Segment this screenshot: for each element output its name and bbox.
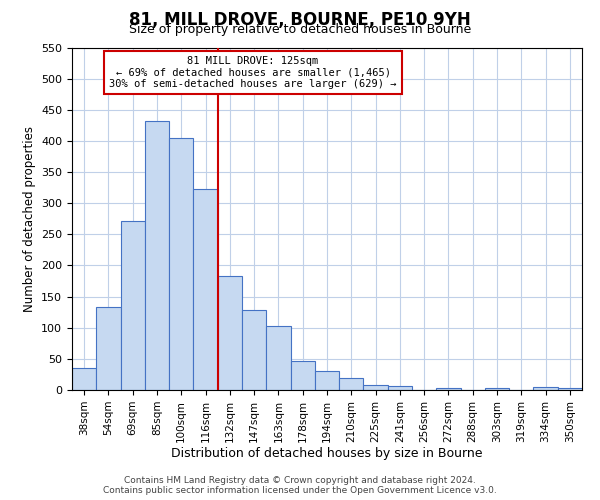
X-axis label: Distribution of detached houses by size in Bourne: Distribution of detached houses by size … <box>171 448 483 460</box>
Bar <box>218 276 242 390</box>
Bar <box>193 189 218 390</box>
Bar <box>96 307 121 390</box>
Text: Contains HM Land Registry data © Crown copyright and database right 2024.
Contai: Contains HM Land Registry data © Crown c… <box>103 476 497 495</box>
Bar <box>339 378 364 390</box>
Bar <box>436 388 461 390</box>
Bar <box>242 310 266 390</box>
Bar <box>145 121 169 390</box>
Bar <box>315 372 339 390</box>
Bar <box>266 326 290 390</box>
Bar <box>290 362 315 390</box>
Text: 81, MILL DROVE, BOURNE, PE10 9YH: 81, MILL DROVE, BOURNE, PE10 9YH <box>129 11 471 29</box>
Y-axis label: Number of detached properties: Number of detached properties <box>23 126 35 312</box>
Text: Size of property relative to detached houses in Bourne: Size of property relative to detached ho… <box>129 22 471 36</box>
Bar <box>485 388 509 390</box>
Bar <box>364 385 388 390</box>
Text: 81 MILL DROVE: 125sqm
← 69% of detached houses are smaller (1,465)
30% of semi-d: 81 MILL DROVE: 125sqm ← 69% of detached … <box>109 56 397 90</box>
Bar <box>169 138 193 390</box>
Bar <box>121 220 145 390</box>
Bar <box>72 368 96 390</box>
Bar <box>558 388 582 390</box>
Bar <box>388 386 412 390</box>
Bar <box>533 387 558 390</box>
